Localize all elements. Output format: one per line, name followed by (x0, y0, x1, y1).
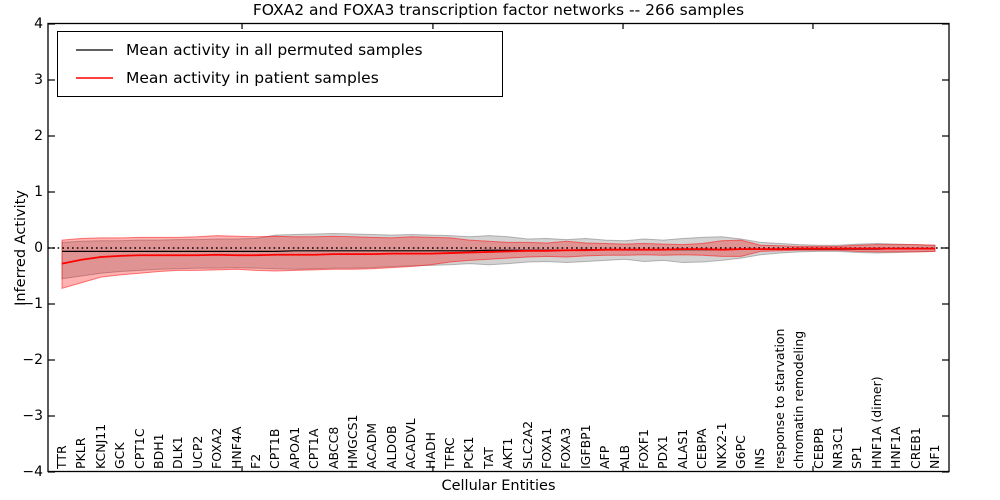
y-tick-label: 1 (34, 184, 43, 200)
x-tick-label: ABCC8 (325, 426, 341, 469)
y-tick-label: 2 (34, 128, 43, 144)
legend-label-permuted: Mean activity in all permuted samples (126, 41, 423, 59)
x-tick-label: ALB (616, 444, 632, 469)
x-tick-label: HNF1A (888, 426, 904, 469)
x-tick-label: TFRC (442, 437, 457, 469)
x-tick-label: FOXA3 (558, 427, 574, 469)
x-tick-label: DLK1 (170, 436, 186, 469)
x-tick-label: response to starvation (771, 328, 787, 470)
x-tick-label: INS (752, 448, 768, 469)
legend-entry-permuted: Mean activity in all permuted samples (58, 36, 502, 64)
x-tick-label: HNF1A (dimer) (868, 376, 884, 469)
x-tick-label: HMGCS1 (345, 414, 360, 470)
x-tick-label: NF1 (927, 444, 942, 470)
legend-entry-patient: Mean activity in patient samples (58, 64, 502, 92)
x-tick-label: PCK1 (461, 436, 477, 469)
x-tick-label: APOA1 (286, 426, 302, 469)
x-tick-label: ACADVL (403, 418, 419, 469)
x-tick-label: CPT1B (267, 428, 283, 469)
patient-line-swatch (76, 77, 113, 79)
x-tick-label: BDH1 (151, 433, 166, 469)
chart-title: FOXA2 and FOXA3 transcription factor net… (252, 1, 745, 19)
x-tick-label: PKLR (73, 437, 89, 469)
x-tick-label: ALAS1 (674, 428, 690, 469)
x-tick-label: CREB1 (907, 427, 923, 469)
x-tick-label: chromatin remodeling (791, 330, 807, 469)
x-tick-label: IGFBP1 (577, 424, 593, 469)
x-tick-label: GCK (112, 442, 128, 469)
x-tick-label: KCNJ11 (92, 423, 108, 469)
x-tick-label: HNF4A (228, 426, 244, 469)
x-tick-label: G6PC (733, 435, 748, 469)
x-tick-label: AFP (597, 445, 613, 469)
y-tick-label: 0 (34, 240, 43, 256)
x-tick-label: UCP2 (189, 435, 205, 469)
y-tick-label: −4 (22, 464, 43, 480)
x-axis-label: Cellular Entities (441, 478, 556, 494)
x-tick-label: SP1 (849, 445, 865, 469)
x-tick-label: FOXA2 (209, 427, 225, 469)
x-tick-label: AKT1 (500, 437, 516, 469)
x-tick-label: TAT (480, 447, 496, 469)
x-tick-label: TTR (54, 445, 69, 469)
x-tick-label: NKX2-1 (713, 422, 729, 469)
permuted-line-swatch (76, 49, 113, 51)
x-tick-label: SLC2A2 (519, 420, 535, 469)
x-tick-label: NR3C1 (830, 426, 845, 469)
y-tick-label: −2 (22, 352, 43, 368)
y-tick-label: −3 (22, 408, 43, 424)
legend-label-patient: Mean activity in patient samples (126, 69, 379, 87)
x-tick-label: FOXA1 (539, 427, 554, 469)
patient-mean-line (61, 247, 935, 265)
x-tick-label: F2 (248, 453, 263, 469)
x-tick-label: CEBPA (694, 428, 710, 470)
x-tick-label: CPT1A (306, 428, 322, 469)
y-tick-label: −1 (22, 296, 43, 312)
x-tick-label: PDX1 (655, 435, 671, 469)
x-tick-label: ACADM (364, 422, 380, 469)
x-tick-label: ALDOB (383, 425, 399, 469)
x-tick-label: HADH (422, 432, 438, 469)
x-tick-label: CEBPB (810, 427, 826, 469)
x-tick-label: FOXF1 (636, 429, 651, 469)
legend-box: Mean activity in all permuted samples Me… (57, 31, 503, 97)
x-tick-label: CPT1C (131, 428, 147, 469)
y-tick-label: 3 (34, 72, 43, 88)
y-tick-label: 4 (34, 16, 43, 32)
